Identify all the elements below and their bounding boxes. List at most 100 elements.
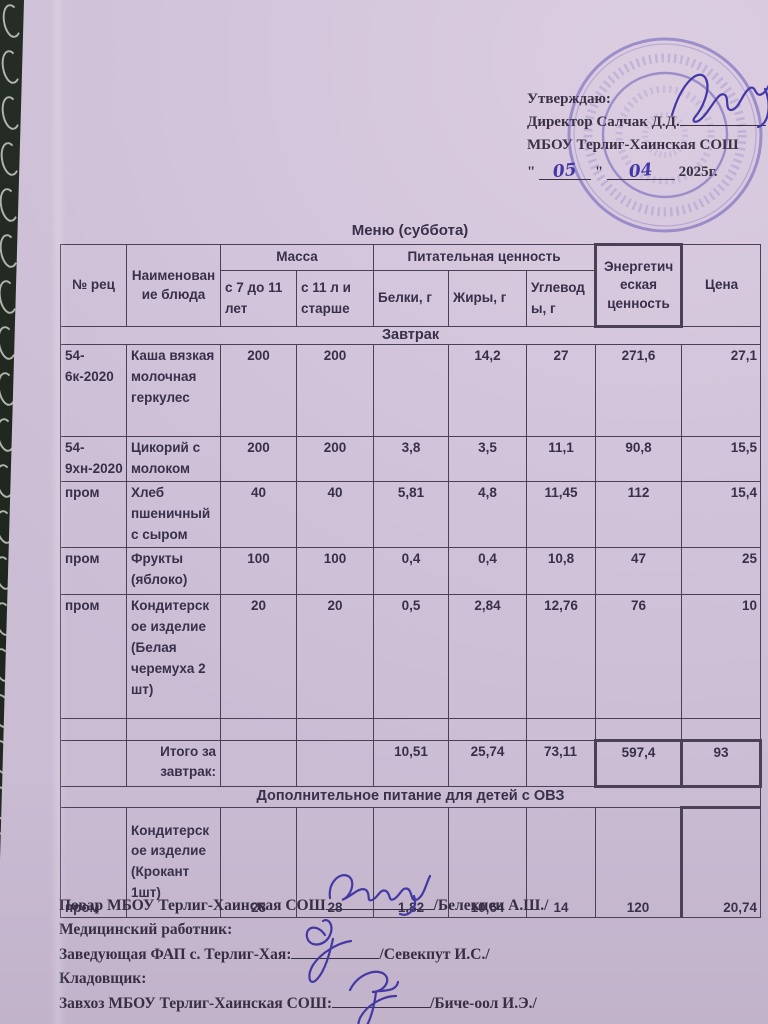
section-label: Завтрак: [59, 326, 762, 345]
cook-signature: [328, 874, 431, 916]
cell-energy: 271,6: [595, 344, 683, 437]
cell-price: 27,1: [681, 344, 762, 437]
cell-mass-7-11: 200: [220, 436, 297, 482]
approval-block: Утверждаю: Директор Салчак Д.Д. МБОУ Тер…: [527, 69, 768, 184]
signoff-fap: Заведующая ФАП с. Терлиг-Хая:/Севекпут И…: [59, 919, 765, 983]
cell-energy: 112: [595, 480, 683, 548]
cell-protein: 1,82: [373, 806, 450, 918]
menu-title: Меню (суббота): [351, 222, 469, 239]
cell-protein: 3,8: [373, 436, 450, 482]
col-header-mass-11-plus: с 11 л и старше: [295, 270, 375, 327]
cell-mass-11-plus: 20: [295, 593, 375, 719]
cell-carbs: 11,1: [526, 436, 597, 482]
empty-cell: [526, 717, 597, 741]
cell-fat: 0,4: [448, 546, 528, 595]
col-header-dish: Наименование блюда: [126, 244, 221, 327]
menu-table: № рец Наименование блюда Масса Питательн…: [59, 243, 763, 918]
cell-price: 25: [681, 546, 762, 595]
empty-row: [60, 717, 762, 741]
total-label: Итого за завтрак:: [126, 739, 221, 787]
cell-dish: Хлеб пшеничный с сыром: [126, 480, 221, 548]
col-header-nutrition: Питательная ценность: [373, 244, 597, 271]
cook-signature-line: [325, 874, 434, 916]
cell-mass-11-plus: 200: [295, 436, 375, 482]
total-carbs: 73,11: [526, 739, 597, 787]
zavkhoz-signature: [348, 970, 400, 1024]
cell-mass-11-plus: 100: [295, 546, 375, 595]
cell-carbs: 11,45: [526, 480, 597, 548]
signoff-medical: Медицинский работник:: [59, 920, 233, 938]
cell-mass-11-plus: 28: [295, 806, 375, 918]
col-header-mass-7-11: с 7 до 11 лет: [220, 270, 297, 327]
cell-carbs: 14: [526, 806, 597, 918]
cell-energy: 47: [595, 546, 683, 595]
empty-cell: [295, 717, 375, 741]
cell-price: 20,74: [680, 805, 762, 918]
approval-heading: Утверждаю:: [527, 91, 611, 107]
col-header-rec: № рец: [60, 244, 127, 327]
director-signature: [670, 69, 768, 129]
spiral-ring: [0, 140, 22, 178]
signoff-storekeeper: Кладовщик:: [59, 969, 147, 987]
section-breakfast: Завтрак: [59, 326, 762, 345]
cell-rec: 54-6к-2020: [60, 344, 127, 437]
cell-fat: 2,84: [448, 593, 528, 719]
cell-fat: 14,2: [448, 344, 528, 437]
table-row: 54-6к-2020 Каша вязкая молочная геркулес…: [60, 344, 762, 437]
cell-mass-11-plus: 40: [295, 480, 375, 548]
date-month-field: 04: [606, 160, 675, 182]
spiral-ring: [0, 94, 23, 132]
fap-signature-line: [291, 919, 380, 983]
total-protein: 10,51: [373, 739, 450, 787]
spiral-ring: [0, 48, 23, 86]
cell-protein: 0,4: [373, 546, 450, 595]
cell-price: 15,4: [681, 480, 762, 548]
cell-mass-7-11: 200: [220, 344, 297, 437]
cell-rec: пром: [60, 593, 127, 719]
menu-table-block: Меню (суббота) № рец Наименование блюда …: [59, 222, 763, 918]
cell-dish: Кондитерское изделие (Белая черемуха 2 ш…: [126, 593, 221, 719]
cell-protein: 5,81: [373, 480, 450, 548]
cell-dish: Цикорий с молоком: [126, 436, 221, 482]
section-ovz: Дополнительное питание для детей с ОВЗ: [59, 785, 762, 808]
cell-mass-7-11: 28: [220, 806, 297, 918]
cell-rec: пром: [60, 806, 127, 918]
ovz-row: пром Кондитерское изделие (Крокант 1шт) …: [60, 805, 762, 918]
empty-cell: [373, 717, 450, 741]
cell-dish: Каша вязкая молочная геркулес: [126, 344, 221, 437]
empty-cell: [295, 739, 375, 787]
breakfast-total-row: Итого за завтрак: 10,51 25,74 73,11 597,…: [60, 738, 763, 788]
fap-signature: [306, 919, 353, 983]
total-energy: 597,4: [594, 738, 684, 788]
cell-carbs: 10,8: [526, 546, 597, 595]
date-day-field: 05: [539, 160, 592, 182]
cell-rec: 54-9хн-2020: [60, 436, 127, 482]
cell-dish: Кондитерское изделие (Крокант 1шт): [126, 806, 221, 918]
empty-cell: [220, 717, 297, 741]
cell-fat: 4,8: [448, 480, 528, 548]
director-signature-line: [670, 69, 768, 129]
signoff-zavkhoz: Завхоз МБОУ Терлиг-Хаинская СОШ:/Биче-оо…: [59, 970, 765, 1024]
cell-energy: 76: [595, 593, 683, 719]
director-line: Директор Салчак Д.Д.: [527, 69, 768, 134]
cell-carbs: 27: [526, 344, 597, 437]
empty-cell: [60, 717, 127, 741]
col-header-mass: Масса: [219, 244, 375, 271]
empty-cell: [60, 739, 127, 787]
school-line: МБОУ Терлиг-Хаинская СОШ: [527, 137, 739, 153]
table-row: 54-9хн-2020 Цикорий с молоком 200 200 3,…: [60, 436, 762, 482]
cell-mass-7-11: 20: [220, 593, 297, 719]
table-row: пром Кондитерское изделие (Белая черемух…: [60, 593, 762, 719]
cell-protein: [373, 344, 450, 437]
section-label: Дополнительное питание для детей с ОВЗ: [59, 785, 762, 808]
total-fat: 25,74: [448, 739, 528, 787]
empty-cell: [220, 739, 297, 787]
cell-rec: пром: [60, 480, 127, 548]
cell-price: 15,5: [681, 436, 762, 482]
date-line: " 05 " 04 2025г.: [527, 159, 718, 183]
cell-fat: 3,5: [448, 436, 528, 482]
cell-mass-7-11: 100: [220, 546, 297, 595]
col-header-energy: Энергетическая ценность: [594, 243, 684, 328]
